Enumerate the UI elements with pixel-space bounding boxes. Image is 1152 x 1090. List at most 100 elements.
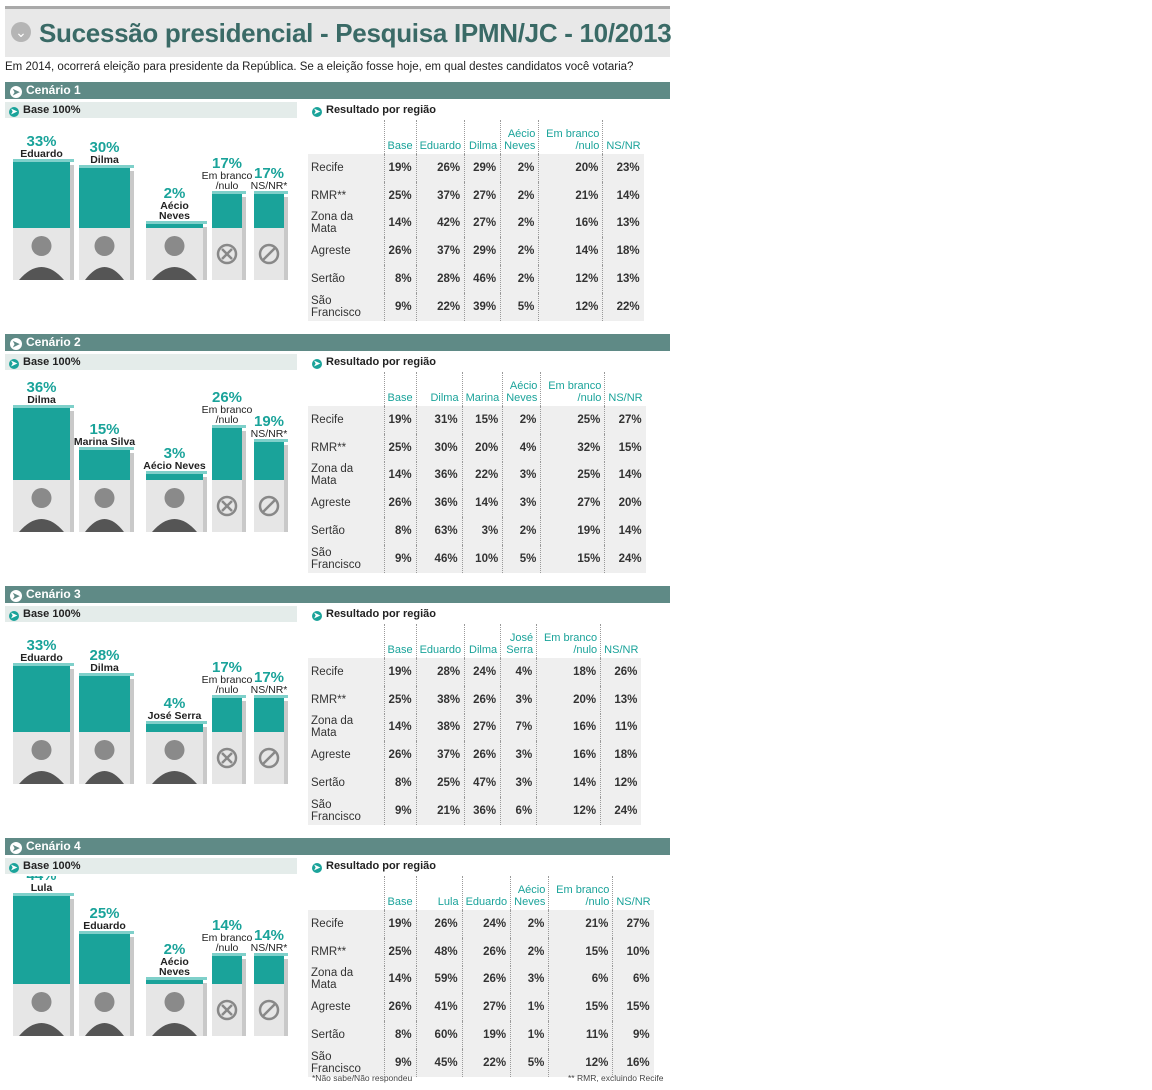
table-cell: 60%	[415, 1021, 463, 1049]
category-label: Eduardo	[83, 920, 126, 932]
scenario-header: ➤ Cenário 3	[5, 586, 670, 603]
table-cell: 38%	[415, 685, 465, 714]
category-label: Lula	[31, 882, 53, 894]
table-row: Sertão 8% 63% 3% 2% 19% 14%	[308, 517, 646, 545]
table-header: Marina	[461, 372, 503, 406]
table-cell: 26%	[383, 237, 417, 266]
region-label-text: Resultado por região	[326, 104, 437, 116]
table-cell: 37%	[415, 741, 465, 770]
value-label: 44%	[26, 876, 56, 884]
category-label: Aécio	[160, 956, 189, 968]
candidate-photo-icon	[164, 236, 185, 256]
table-cell: 20%	[538, 154, 603, 182]
region-label: ➤ Resultado por região	[308, 102, 670, 118]
table-cell: 25%	[540, 461, 605, 490]
region-label: ➤ Resultado por região	[308, 354, 670, 370]
table-header: NS/NR	[604, 372, 646, 406]
category-label: Neves	[159, 966, 190, 978]
slash-line	[262, 1003, 276, 1017]
region-label-text: Resultado por região	[326, 356, 437, 368]
table-header: Eduardo	[461, 876, 511, 910]
value-label: 4%	[164, 695, 186, 712]
table-cell: 24%	[600, 796, 642, 825]
bar-top-4	[212, 953, 246, 956]
table-row: São Francisco 9% 22% 39% 5% 12% 22%	[308, 292, 644, 321]
bar-top-1	[13, 663, 74, 666]
value-label: 17%	[254, 165, 284, 182]
table-cell: 26%	[415, 154, 465, 182]
category-label: Marina Silva	[74, 436, 135, 448]
bar-top-2	[79, 447, 134, 450]
value-label: 17%	[212, 155, 242, 172]
candidate-shoulders-icon	[85, 519, 124, 532]
bar-side-5	[284, 197, 288, 280]
bar-top-3	[146, 471, 207, 474]
table-cell: 2%	[500, 209, 539, 238]
scenario-3: ➤ Cenário 3 ➤ Base 100% ➤ Resultado por regiã…	[5, 586, 670, 836]
table-cell: 22%	[461, 1048, 511, 1077]
table-cell: 8%	[383, 265, 417, 293]
bar-side-5	[284, 701, 288, 784]
region-name: RMR**	[308, 181, 384, 210]
region-name: Recife	[308, 406, 384, 434]
table-cell: 26%	[464, 741, 501, 770]
bar-side-2	[130, 171, 134, 280]
table-cell: 25%	[383, 433, 417, 462]
table-cell: 8%	[383, 1021, 417, 1049]
candidate-shoulders-icon	[152, 771, 197, 784]
arrow-right-icon: ➤	[10, 86, 22, 98]
candidate-shoulders-icon	[152, 519, 197, 532]
bar-side-3	[203, 227, 207, 280]
table-cell: 24%	[464, 658, 501, 686]
table-cell: 14%	[604, 461, 646, 490]
bar-2	[79, 168, 130, 228]
base-label-text: Base 100%	[23, 356, 81, 368]
category-label: Dilma	[90, 154, 119, 166]
table-cell: 37%	[415, 237, 465, 266]
region-label: ➤ Resultado por região	[308, 606, 670, 622]
table-cell: 2%	[510, 937, 549, 966]
table-cell: 8%	[383, 517, 417, 545]
bar-top-1	[13, 159, 74, 162]
scenario-title: Cenário 3	[26, 587, 81, 601]
table-cell: 27%	[612, 910, 654, 938]
bar-side-4	[242, 431, 246, 532]
table-cell: 4%	[502, 433, 541, 462]
region-table: Base Eduardo Dilma Aécio Neves Em branco/nulo…	[308, 120, 644, 321]
table-cell: 26%	[383, 993, 417, 1022]
table-row: Zona da Mata 14% 38% 27% 7% 16% 11%	[308, 713, 642, 742]
footnote-right: ** RMR, excluindo Recife	[568, 1073, 664, 1083]
table-cell: 1%	[510, 1021, 549, 1049]
table-header: Dilma	[464, 624, 501, 658]
bar-side-2	[130, 453, 134, 532]
region-name: RMR**	[308, 937, 384, 966]
bar-side-1	[70, 411, 74, 532]
region-name: Sertão	[308, 1021, 384, 1049]
region-name: São Francisco	[308, 544, 384, 573]
table-cell: 14%	[383, 461, 417, 490]
table-cell: 36%	[464, 796, 501, 825]
region-label-text: Resultado por região	[326, 860, 437, 872]
region-table: Base Eduardo Dilma José Serra Em branco/nulo N…	[308, 624, 642, 825]
table-header: Lula	[415, 876, 463, 910]
table-cell: 26%	[383, 489, 417, 518]
table-cell: 31%	[415, 406, 463, 434]
value-label: 26%	[212, 389, 242, 406]
slash-circle-icon	[258, 243, 280, 265]
value-label: 36%	[26, 379, 56, 396]
table-cell: 15%	[548, 937, 613, 966]
category-label: /nulo	[216, 180, 239, 192]
candidate-photo-icon	[31, 236, 52, 256]
table-cell: 22%	[461, 461, 503, 490]
table-cell: 2%	[500, 154, 539, 182]
bar-2	[79, 676, 130, 732]
table-cell: 13%	[600, 685, 642, 714]
bar-top-1	[13, 405, 74, 408]
region-name: São Francisco	[308, 292, 384, 321]
table-cell: 19%	[383, 658, 417, 686]
table-cell: 36%	[415, 461, 463, 490]
bar-4	[212, 194, 242, 228]
footnote-left: *Não sabe/Não respondeu	[312, 1073, 413, 1083]
category-label: Dilma	[27, 394, 56, 406]
